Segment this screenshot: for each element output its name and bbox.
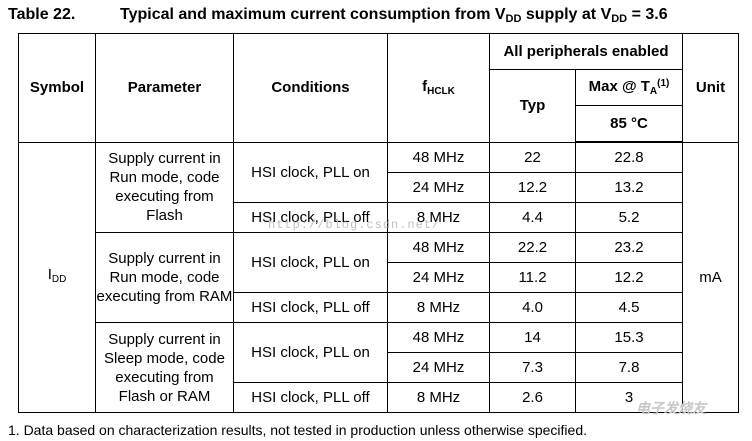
typ-cell: 12.2 (489, 172, 576, 203)
typ-cell: 11.2 (489, 262, 576, 293)
table-row: 24 MHz 12.2 13.2 (19, 172, 739, 203)
table-row: Supply current in Run mode, code executi… (19, 232, 739, 323)
table-row: IDD Supply current in Run mode, code exe… (18, 141, 739, 413)
max-cell: 4.5 (575, 292, 683, 323)
header-all-peripherals: All peripherals enabled (489, 33, 683, 70)
max-cell: 5.2 (575, 202, 683, 233)
freq-cell: 8 MHz (387, 382, 490, 413)
freq-cell: 24 MHz (387, 262, 490, 293)
typ-cell: 2.6 (489, 382, 576, 413)
parameter-cell: Supply current in Run mode, code executi… (95, 232, 234, 323)
typ-cell: 4.4 (489, 202, 576, 233)
header-unit: Unit (682, 33, 739, 143)
table-title: Table 22. Typical and maximum current co… (8, 6, 752, 32)
table-row: 24 MHz 7.3 7.8 (19, 352, 739, 383)
conditions-cell: HSI clock, PLL on (233, 232, 388, 293)
header-symbol: Symbol (18, 33, 96, 143)
header-fhclk: fHCLK (387, 33, 490, 143)
footnote: 1. Data based on characterization result… (8, 422, 587, 438)
table-row: 24 MHz 11.2 12.2 (19, 262, 739, 293)
typ-cell: 22.2 (489, 232, 576, 263)
conditions-cell: HSI clock, PLL off (233, 202, 388, 233)
table-number: Table 22. (8, 6, 76, 23)
header-max: Max @ TA(1) (575, 69, 683, 106)
max-cell: 12.2 (575, 262, 683, 293)
parameter-cell: Supply current in Run mode, code executi… (95, 141, 234, 233)
header-typ: Typ (489, 69, 576, 143)
header-conditions: Conditions (233, 33, 388, 143)
table-row: HSI clock, PLL off 8 MHz 4.0 4.5 (19, 292, 739, 323)
header-parameter: Parameter (95, 33, 234, 143)
table-row: Supply current in Sleep mode, code execu… (19, 322, 739, 413)
freq-cell: 24 MHz (387, 172, 490, 203)
typ-cell: 14 (489, 322, 576, 353)
table-caption: Typical and maximum current consumption … (120, 6, 668, 25)
conditions-cell: HSI clock, PLL off (233, 292, 388, 323)
conditions-cell: HSI clock, PLL on (233, 322, 388, 383)
conditions-cell: HSI clock, PLL on (233, 141, 388, 203)
max-cell: 7.8 (575, 352, 683, 383)
typ-cell: 22 (489, 141, 576, 173)
freq-cell: 48 MHz (387, 322, 490, 353)
max-cell: 3 (575, 382, 683, 413)
table-row: HSI clock, PLL off 8 MHz 2.6 3 (19, 382, 739, 413)
typ-cell: 7.3 (489, 352, 576, 383)
symbol-cell: IDD (18, 141, 96, 413)
freq-cell: 48 MHz (387, 232, 490, 263)
freq-cell: 8 MHz (387, 292, 490, 323)
typ-cell: 4.0 (489, 292, 576, 323)
header-temperature: 85 °C (575, 105, 683, 143)
parameter-cell: Supply current in Sleep mode, code execu… (95, 322, 234, 413)
table-row: HSI clock, PLL off 8 MHz 4.4 5.2 (19, 202, 739, 233)
freq-cell: 48 MHz (387, 141, 490, 173)
freq-cell: 24 MHz (387, 352, 490, 383)
max-cell: 15.3 (575, 322, 683, 353)
freq-cell: 8 MHz (387, 202, 490, 233)
unit-cell: mA (682, 141, 739, 413)
site-logo: 电子发烧友 (636, 400, 706, 416)
max-cell: 23.2 (575, 232, 683, 263)
max-cell: 13.2 (575, 172, 683, 203)
max-cell: 22.8 (575, 141, 683, 173)
conditions-cell: HSI clock, PLL off (233, 382, 388, 413)
current-consumption-table: Symbol Parameter Conditions fHCLK All pe… (18, 33, 739, 413)
